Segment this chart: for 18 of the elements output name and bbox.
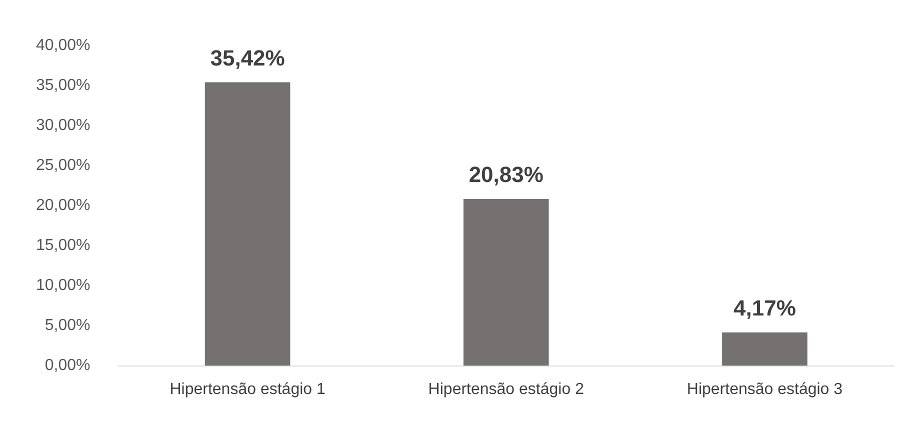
x-tick-label: Hipertensão estágio 1 — [170, 380, 326, 398]
bar — [722, 332, 808, 366]
data-label: 4,17% — [734, 295, 796, 320]
y-tick-label: 5,00% — [44, 317, 90, 334]
bar — [204, 82, 290, 366]
y-tick-label: 35,00% — [36, 77, 90, 94]
y-tick-label: 10,00% — [36, 277, 90, 294]
y-tick-label: 25,00% — [36, 157, 90, 174]
y-tick-label: 40,00% — [36, 37, 90, 54]
y-tick-label: 15,00% — [36, 237, 90, 254]
y-tick-label: 30,00% — [36, 117, 90, 134]
x-tick-label: Hipertensão estágio 3 — [686, 380, 843, 398]
data-label: 20,83% — [468, 162, 544, 188]
x-tick-label: Hipertensão estágio 2 — [428, 380, 584, 398]
y-tick-label: 0,00% — [44, 357, 90, 374]
y-tick-label: 20,00% — [36, 197, 90, 214]
data-label: 35,42% — [210, 45, 285, 70]
bar — [463, 199, 549, 366]
